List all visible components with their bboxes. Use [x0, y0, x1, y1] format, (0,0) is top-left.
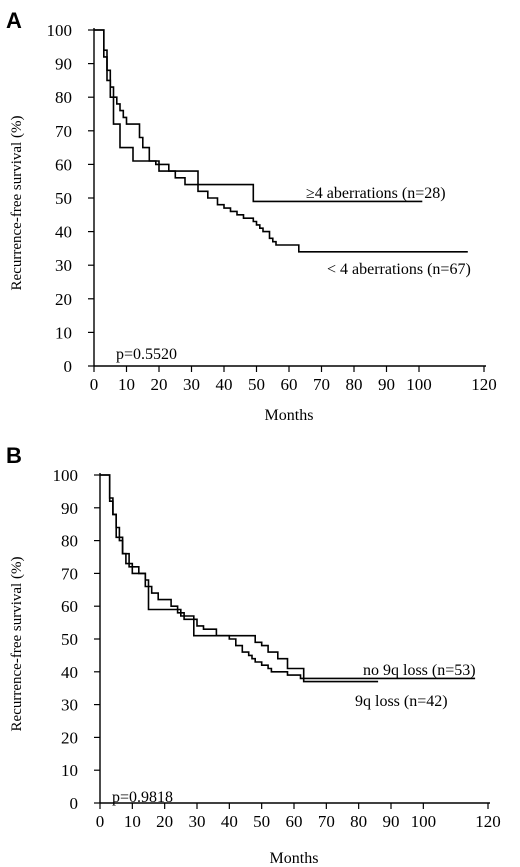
x-tick-label: 10	[124, 812, 141, 831]
x-tick-label: 120	[471, 375, 497, 394]
survival-curve-series-2	[100, 474, 379, 683]
x-tick-label: 120	[475, 812, 501, 831]
x-tick-label: 70	[313, 375, 330, 394]
y-tick-label: 70	[55, 122, 72, 141]
y-tick-label: 10	[61, 761, 78, 780]
x-tick-label: 0	[90, 375, 99, 394]
x-tick-label: 50	[248, 375, 265, 394]
series-label: no 9q loss (n=53)	[363, 662, 476, 679]
x-tick-label: 30	[189, 812, 206, 831]
x-axis-label: Months	[265, 407, 314, 424]
survival-curve-series-2	[94, 29, 468, 253]
y-tick-label: 100	[53, 466, 79, 485]
panel-a: A 0 10 20 30 40 50 60 70 80 90 100 0 10 20 30 40 50 60 70 80…	[6, 8, 497, 424]
x-tick-label: 60	[281, 375, 298, 394]
y-tick-label: 90	[61, 499, 78, 518]
x-tick-label: 70	[318, 812, 335, 831]
y-tick-label: 30	[55, 256, 72, 275]
y-tick-label: 40	[55, 223, 72, 242]
y-tick-label: 60	[55, 155, 72, 174]
x-tick-label: 80	[350, 812, 367, 831]
y-tick-label: 50	[55, 189, 72, 208]
x-tick-label: 40	[216, 375, 233, 394]
x-tick-label: 40	[221, 812, 238, 831]
y-tick-label: 80	[55, 88, 72, 107]
x-axis-label: Months	[270, 850, 319, 867]
y-tick-label: 20	[61, 728, 78, 747]
x-tick-label: 0	[96, 812, 105, 831]
series-label: ≥4 aberrations (n=28)	[306, 185, 446, 202]
x-tick-label: 100	[411, 812, 437, 831]
y-tick-label: 0	[64, 357, 73, 376]
y-tick-label: 100	[47, 21, 73, 40]
x-tick-label: 90	[378, 375, 395, 394]
y-tick-label: 20	[55, 290, 72, 309]
panel-label: A	[6, 8, 22, 33]
y-tick-label: 60	[61, 597, 78, 616]
p-value-annotation: p=0.5520	[116, 346, 177, 363]
p-value-annotation: p=0.9818	[112, 789, 173, 806]
y-tick-label: 50	[61, 630, 78, 649]
x-tick-label: 20	[151, 375, 168, 394]
x-tick-label: 100	[406, 375, 432, 394]
x-tick-label: 30	[183, 375, 200, 394]
x-tick-label: 90	[383, 812, 400, 831]
panel-label: B	[6, 443, 22, 468]
series-label: 9q loss (n=42)	[355, 693, 448, 710]
panel-b: B 0 10 20 30 40 50 60 70 80 90 100 0 10 20 30 40 50 60 70 80…	[6, 443, 501, 867]
y-tick-label: 0	[70, 794, 79, 813]
series-label: < 4 aberrations (n=67)	[327, 261, 471, 278]
y-tick-label: 70	[61, 564, 78, 583]
x-tick-label: 20	[156, 812, 173, 831]
y-tick-label: 40	[61, 663, 78, 682]
survival-curve-series-1	[100, 474, 476, 680]
y-axis-label: Recurrence-free survival (%)	[9, 557, 25, 732]
survival-curve-series-1	[94, 29, 423, 203]
y-tick-label: 90	[55, 55, 72, 74]
x-tick-label: 60	[286, 812, 303, 831]
x-tick-label: 80	[346, 375, 363, 394]
x-tick-label: 50	[253, 812, 270, 831]
y-tick-label: 30	[61, 696, 78, 715]
y-tick-label: 80	[61, 532, 78, 551]
x-tick-label: 10	[118, 375, 135, 394]
y-tick-label: 10	[55, 323, 72, 342]
y-axis-label: Recurrence-free survival (%)	[9, 116, 25, 291]
